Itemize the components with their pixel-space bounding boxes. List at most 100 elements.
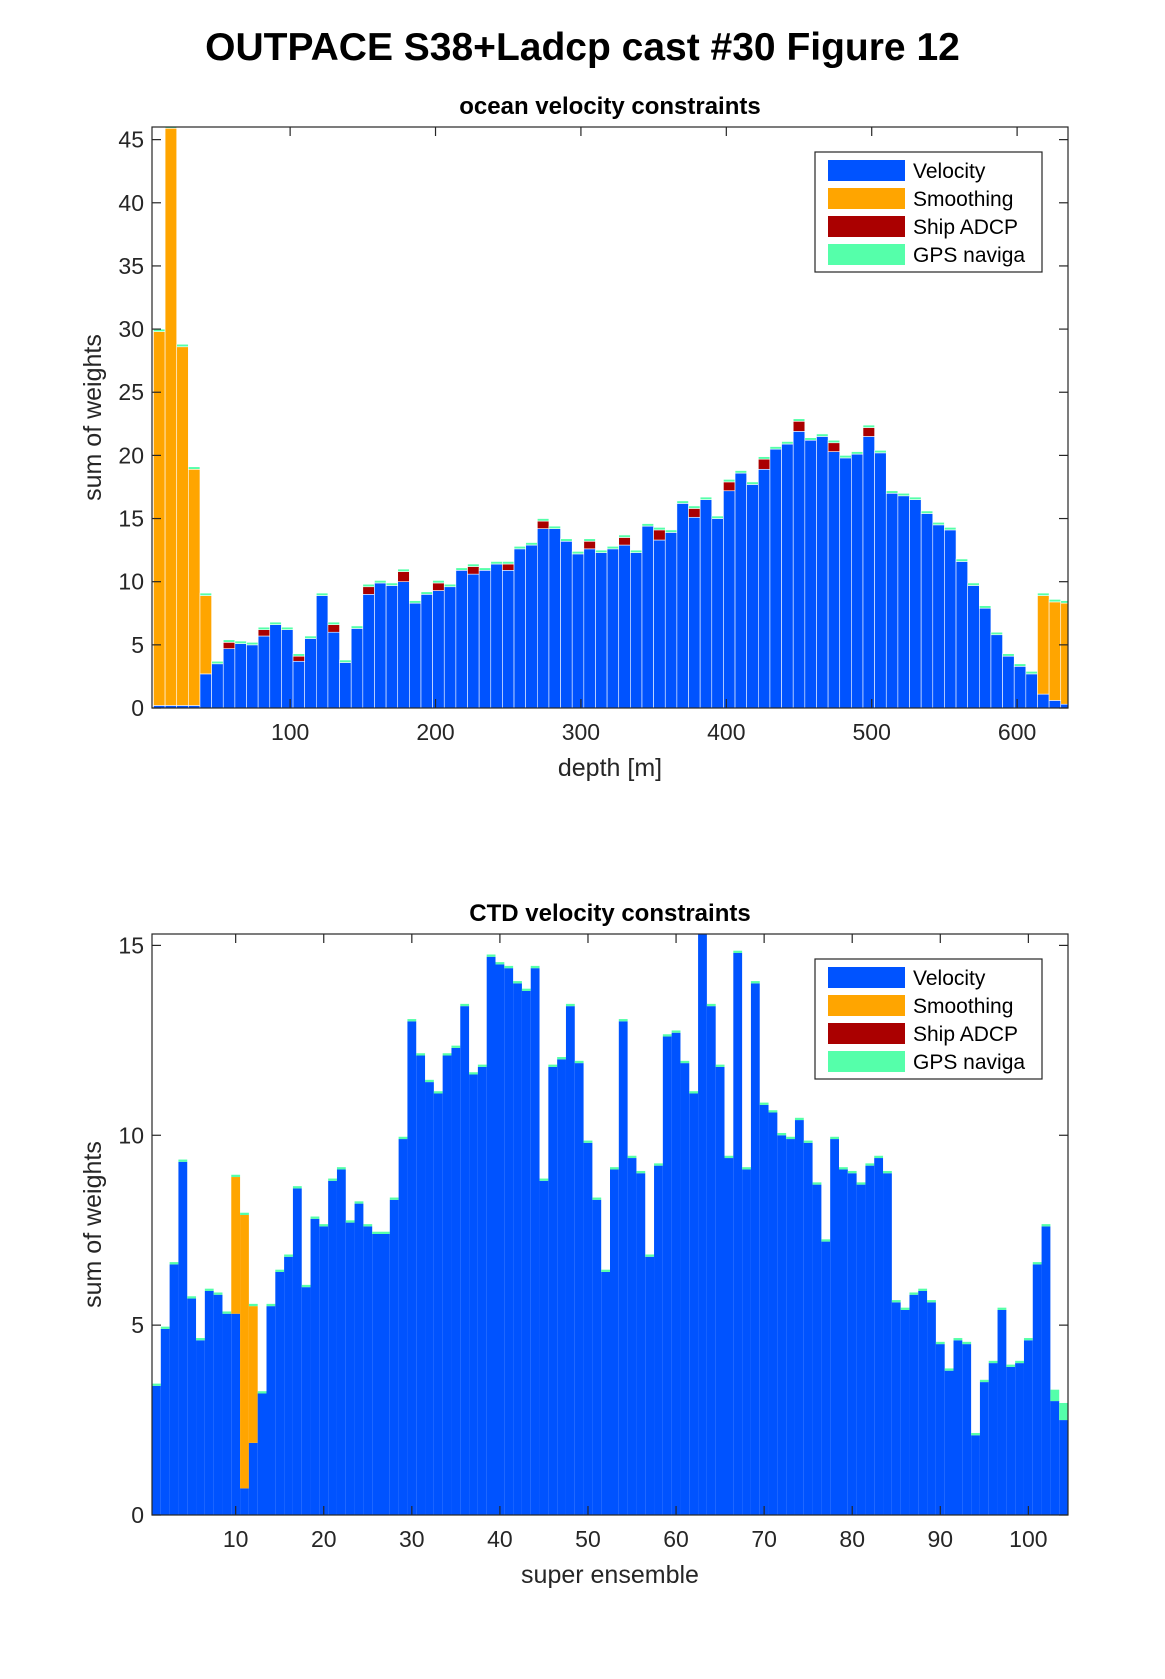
bar-gps-naviga [425,1079,434,1083]
bar-ship-adcp [432,582,445,591]
bar-smoothing [231,1177,241,1314]
bar-velocity [152,1385,161,1515]
bar-gps-naviga [723,479,736,483]
bar-velocity [362,594,375,709]
bar-velocity [281,629,294,709]
bar-gps-naviga [997,1307,1007,1310]
bar-velocity [425,1082,434,1515]
bar-velocity [398,1139,408,1515]
bar-velocity [653,539,666,709]
bar-gps-naviga [758,456,771,460]
bar-smoothing [240,1215,249,1489]
bar-gps-naviga [502,561,515,565]
x-tick-label: 400 [707,719,745,745]
legend-label: Smoothing [913,188,1013,211]
bar-velocity [530,968,540,1515]
bar-gps-naviga [804,437,817,441]
bar-gps-naviga [900,1307,910,1310]
bar-gps-naviga [768,1110,778,1113]
bar-velocity [734,472,747,709]
bar-ship-adcp [688,508,701,518]
bar-velocity [689,1093,699,1515]
y-tick-label: 0 [131,1502,144,1528]
x-tick-label: 100 [1009,1526,1047,1552]
y-axis-label: sum of weights [79,334,107,501]
y-tick-label: 35 [118,253,144,279]
bar-velocity [742,1169,751,1515]
bar-velocity [234,643,247,709]
bar-gps-naviga [830,1136,839,1140]
bar-gps-naviga [935,1341,945,1345]
bar-ship-adcp [583,540,596,550]
bar-velocity [723,490,736,709]
bar-velocity [199,673,212,709]
bar-gps-naviga [178,1159,188,1162]
bar-gps-naviga [618,1019,628,1022]
bar-ship-adcp [467,566,480,575]
bar-ship-adcp [292,655,305,662]
bar-gps-naviga [363,1224,373,1227]
bar-gps-naviga [397,568,410,572]
bar-gps-naviga [1048,599,1062,603]
bar-gps-naviga [821,1239,831,1242]
bar-velocity [990,634,1003,709]
bar-velocity [350,628,364,709]
bar-gps-naviga [706,1003,716,1007]
bar-velocity [442,1055,452,1515]
bar-velocity [196,1340,205,1515]
bar-smoothing [1060,602,1069,705]
bar-gps-naviga [990,631,1003,636]
bar-gps-naviga [269,621,282,625]
bar-gps-naviga [839,1167,848,1170]
bar-velocity [211,663,224,709]
bar-gps-naviga [416,1053,426,1056]
bar-gps-naviga [292,653,305,657]
bar-velocity [786,1139,795,1515]
bar-gps-naviga [1060,600,1069,604]
legend-swatch [828,216,905,237]
bar-velocity [583,1142,593,1515]
bar-smoothing [176,346,189,706]
bar-velocity [284,1256,293,1515]
bar-gps-naviga [944,1368,954,1371]
x-tick-label: 500 [853,719,891,745]
bar-velocity [513,548,526,709]
bar-velocity [389,1199,399,1515]
bar-velocity [537,528,550,709]
bar-gps-naviga [711,515,724,519]
bar-velocity [339,662,352,709]
bar-gps-naviga [759,1102,769,1105]
bar-velocity [792,431,806,709]
bar-velocity [733,952,743,1515]
bar-velocity [490,563,503,709]
bar-gps-naviga [746,481,759,485]
bar-velocity [495,964,505,1515]
bar-gps-naviga [292,1186,302,1189]
bar-velocity [680,1063,690,1515]
bar-velocity [821,1241,831,1515]
bar-gps-naviga [389,1197,399,1200]
bar-velocity [830,1139,839,1515]
bar-gps-naviga [812,1182,822,1185]
bar-gps-naviga [927,1300,936,1303]
bar-gps-naviga [618,534,631,538]
bar-gps-naviga [601,1269,610,1272]
bar-gps-naviga [794,1117,804,1121]
bar-velocity [715,1066,725,1515]
bar-velocity [630,552,643,709]
bar-velocity [1006,1366,1016,1515]
x-tick-label: 60 [663,1526,689,1552]
bar-velocity [909,1294,919,1515]
bar-velocity [862,436,875,709]
bar-velocity [606,548,620,709]
bar-gps-naviga [827,439,841,444]
bar-gps-naviga [962,1341,972,1345]
x-tick-label: 200 [416,719,454,745]
legend-swatch [828,967,905,988]
bar-gps-naviga [742,1167,751,1170]
bar-velocity [565,1006,575,1515]
bar-velocity [304,638,317,709]
bar-gps-naviga [319,1224,329,1227]
bar-velocity [486,956,496,1515]
bar-velocity [354,1203,364,1515]
